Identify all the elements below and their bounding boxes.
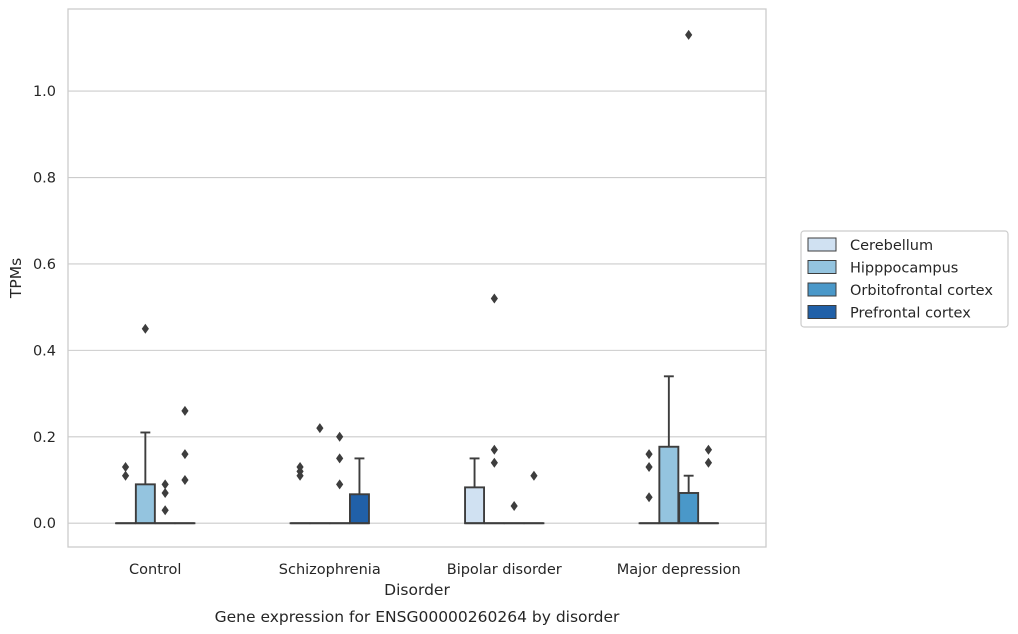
box-prefrontal-cortex — [349, 457, 370, 525]
outlier-point — [704, 457, 713, 468]
plot-marks — [115, 29, 719, 525]
outlier-point — [296, 462, 304, 473]
legend-swatch — [807, 282, 837, 297]
box-hipppocampus — [483, 293, 505, 525]
y-tick-label: 0.8 — [33, 171, 56, 187]
outlier-point — [181, 449, 189, 460]
outlier-point — [685, 29, 693, 40]
outlier-point — [704, 444, 713, 455]
box-body — [658, 445, 680, 525]
outlier-point — [645, 462, 653, 473]
outlier-point — [336, 431, 344, 442]
outlier-point — [645, 492, 653, 503]
box-prefrontal-cortex — [698, 444, 719, 525]
outlier-point — [121, 462, 130, 473]
y-tick-label: 0.6 — [33, 257, 56, 273]
outlier-point — [336, 479, 344, 490]
x-tick-label: Bipolar disorder — [447, 562, 562, 578]
legend-label: Hipppocampus — [850, 261, 958, 277]
x-tick-label: Major depression — [617, 562, 741, 578]
box-orbitofrontal-cortex — [154, 479, 176, 525]
outlier-point — [161, 479, 169, 490]
box-orbitofrontal-cortex — [678, 29, 700, 525]
box-prefrontal-cortex — [174, 405, 196, 525]
y-axis-title: TPMs — [7, 258, 25, 299]
box-orbitofrontal-cortex — [503, 500, 525, 525]
outlier-point — [510, 500, 518, 511]
legend-swatch — [807, 305, 837, 319]
box-hipppocampus — [134, 323, 156, 525]
box-prefrontal-cortex — [523, 470, 545, 525]
legend-swatch — [807, 260, 837, 274]
legend-label: Prefrontal cortex — [850, 306, 971, 322]
legend-label: Orbitofrontal cortex — [850, 283, 993, 299]
outlier-point — [336, 453, 344, 464]
chart-caption: Gene expression for ENSG00000260264 by d… — [215, 608, 620, 626]
outlier-point — [121, 470, 130, 481]
outlier-point — [181, 405, 189, 416]
outlier-point — [490, 457, 498, 468]
box-body — [678, 492, 700, 525]
y-tick-label: 1.0 — [33, 84, 56, 100]
box-cerebellum — [638, 449, 660, 525]
box-cerebellum — [115, 462, 137, 525]
y-tick-label: 0.4 — [33, 343, 56, 359]
box-body — [349, 493, 370, 525]
outlier-point — [530, 470, 538, 481]
outlier-point — [141, 323, 149, 334]
box-hipppocampus — [309, 423, 331, 525]
legend-frame — [800, 230, 1009, 328]
box-cerebellum — [464, 457, 485, 525]
box-cerebellum — [289, 462, 311, 525]
box-body — [464, 486, 485, 525]
outlier-point — [490, 444, 498, 455]
plot-area-frame — [67, 8, 767, 548]
x-axis-ticks: Control Schizophrenia Bipolar disorder Majo… — [129, 562, 741, 578]
box-body — [134, 483, 156, 525]
outlier-point — [161, 487, 169, 498]
x-tick-label: Schizophrenia — [279, 562, 381, 578]
y-tick-label: 0.0 — [33, 516, 56, 532]
outlier-point — [316, 423, 324, 434]
x-tick-label: Control — [129, 562, 181, 578]
y-axis-ticks: 0.0 0.2 0.4 0.6 0.8 1.0 — [33, 84, 56, 532]
legend-swatch — [807, 237, 837, 252]
outlier-point — [490, 293, 498, 304]
legend-label: Cerebellum — [850, 238, 933, 254]
box-hipppocampus — [658, 375, 680, 525]
x-axis-title: Disorder — [384, 581, 450, 599]
outlier-point — [161, 505, 169, 516]
y-tick-label: 0.2 — [33, 430, 56, 446]
box-orbitofrontal-cortex — [329, 431, 351, 525]
outlier-point — [645, 449, 653, 460]
legend: Cerebellum Hipppocampus Orbitofrontal cort… — [800, 230, 1009, 328]
outlier-point — [181, 475, 189, 486]
